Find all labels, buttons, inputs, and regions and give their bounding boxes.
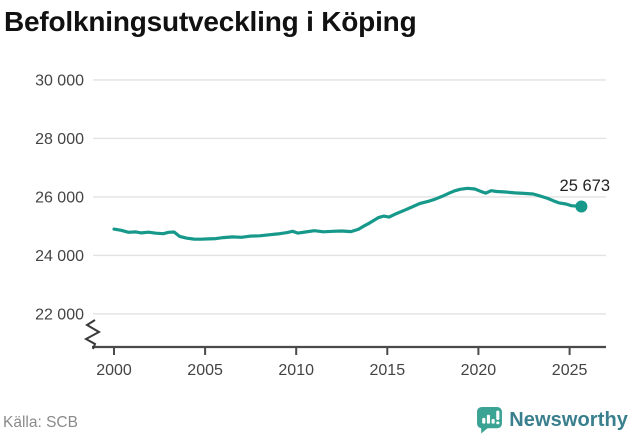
exclamation-bar [496,410,500,420]
newsworthy-wordmark: Newsworthy [509,409,628,431]
y-tick-label: 30 000 [35,72,84,89]
source-note: Källa: SCB [3,414,78,431]
newsworthy-icon-bars [482,410,500,425]
x-tick-label: 2020 [461,362,497,379]
y-tick-label: 24 000 [35,248,84,265]
last-point-dot [575,200,588,213]
y-tick-label: 26 000 [35,189,84,206]
y-tick-label: 28 000 [35,131,84,148]
x-tick-label: 2010 [278,362,314,379]
exclamation-dot [496,421,500,425]
x-tick-label: 2000 [96,362,132,379]
x-tick-label: 2025 [552,362,588,379]
population-line [112,186,583,241]
newsworthy-logo: Newsworthy [477,407,628,434]
chart-title: Befolkningsutveckling i Köping [4,6,417,37]
y-axis-break-icon [83,319,102,350]
newsworthy-bar-chart-bubble-icon [477,407,503,434]
bar-glyph-2 [487,414,491,424]
newsworthy-icon-bubble-tail [481,425,491,434]
bar-glyph-1 [482,417,486,424]
y-tick-label: 22 000 [35,306,84,323]
last-point-label: 25 673 [560,177,610,195]
x-tick-label: 2005 [187,362,223,379]
x-tick-label: 2015 [370,362,406,379]
bar-glyph-3 [491,418,495,424]
